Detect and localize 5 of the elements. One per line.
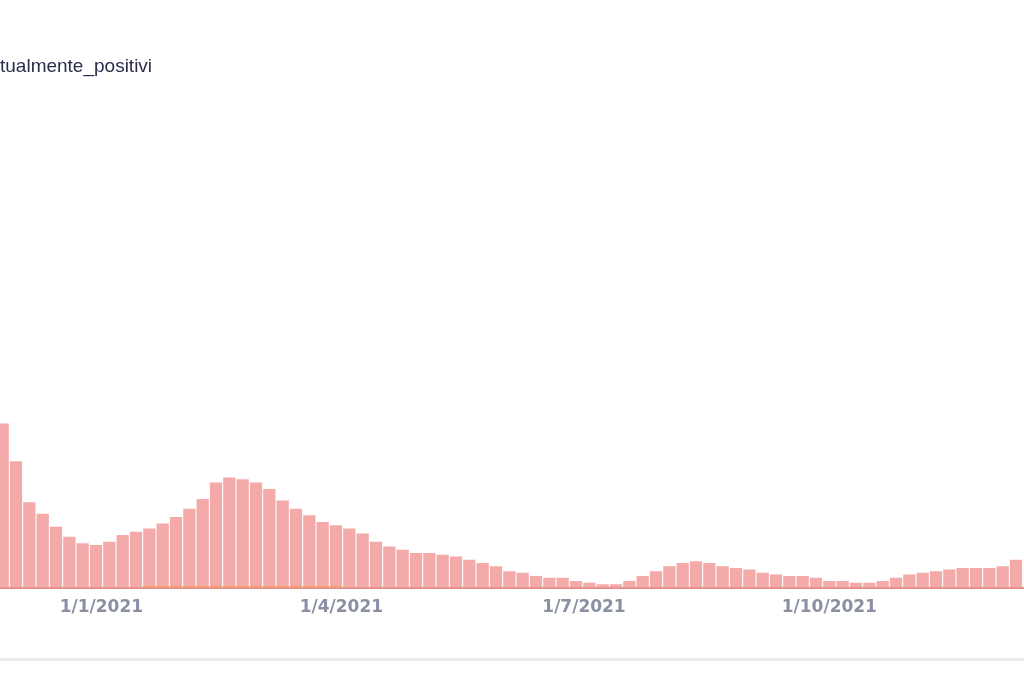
x-tick-label: 1/4/2021 — [299, 596, 384, 617]
chart-title: tualmente_positivi — [0, 55, 153, 77]
x-tick-label: 1/7/2021 — [542, 596, 626, 617]
x-tick-label: 1/1/2021 — [59, 596, 144, 617]
x-tick-label: 1/10/2021 — [781, 596, 877, 617]
